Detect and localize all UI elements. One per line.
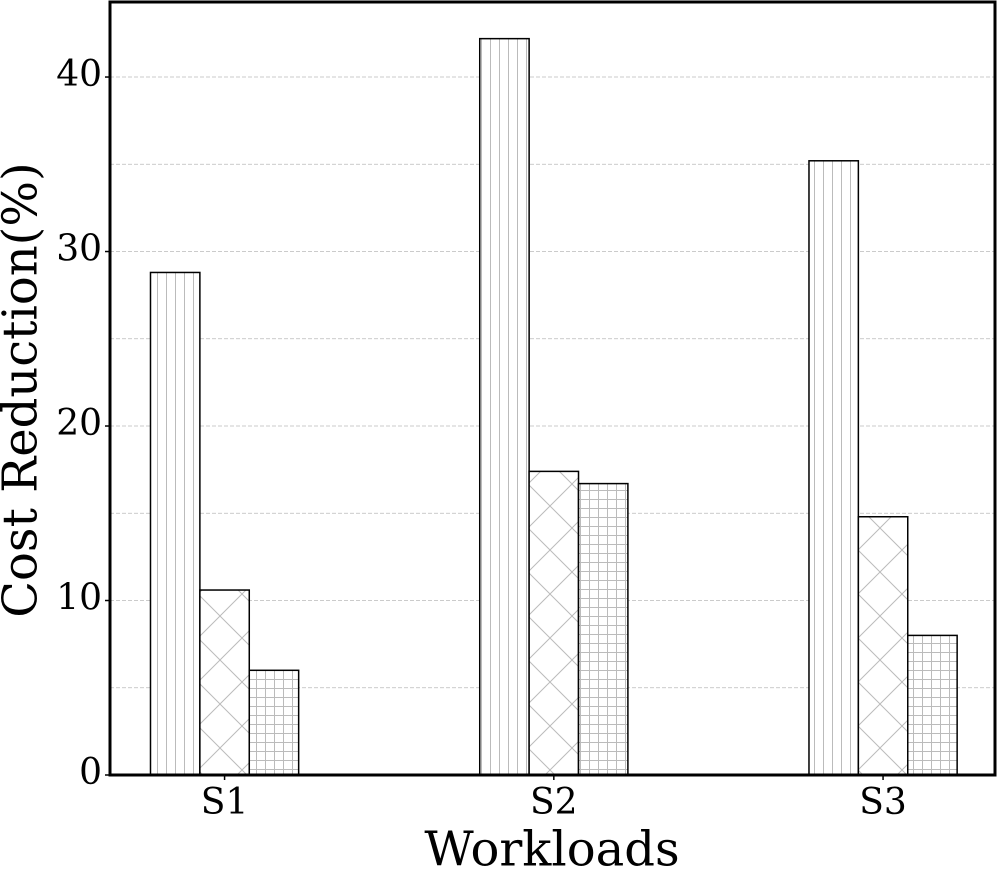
y-tick-label: 30 (56, 229, 102, 270)
bar-hatch (907, 634, 958, 776)
y-tick-label: 40 (56, 54, 102, 95)
y-tick-label: 0 (79, 752, 102, 793)
bar-hatch (149, 271, 201, 776)
x-tick-label: S2 (530, 782, 578, 823)
x-tick-label: S1 (201, 782, 249, 823)
y-tick-label: 20 (56, 403, 102, 444)
bar-hatch (577, 482, 629, 776)
y-axis-label: Cost Reduction(%) (0, 162, 49, 617)
plot-frame (108, 0, 997, 777)
bar-hatch (857, 516, 909, 776)
bar-hatch (808, 160, 860, 776)
bar-hatch (199, 589, 251, 776)
bar-hatch (248, 669, 300, 776)
x-axis-label: Workloads (424, 822, 679, 878)
y-tick-label: 10 (56, 578, 102, 619)
bar-hatch (528, 470, 580, 776)
bar-hatch (478, 37, 530, 776)
x-tick-label: S3 (859, 782, 907, 823)
